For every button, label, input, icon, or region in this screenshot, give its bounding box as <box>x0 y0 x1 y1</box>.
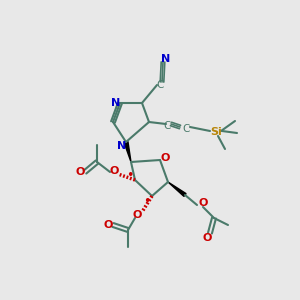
Text: O: O <box>132 210 142 220</box>
Text: •: • <box>143 194 151 208</box>
Text: O: O <box>198 198 208 208</box>
Text: O: O <box>109 166 119 176</box>
Text: N: N <box>161 54 171 64</box>
Text: C: C <box>182 124 190 134</box>
Text: O: O <box>103 220 113 230</box>
Text: N: N <box>117 141 127 151</box>
Text: O: O <box>75 167 85 177</box>
Polygon shape <box>168 182 186 196</box>
Text: O: O <box>160 153 170 163</box>
Text: •: • <box>126 169 134 182</box>
Text: Si: Si <box>210 127 222 137</box>
Text: N: N <box>111 98 121 108</box>
Polygon shape <box>124 142 131 162</box>
Text: O: O <box>202 233 212 243</box>
Text: C: C <box>163 121 171 131</box>
Text: C: C <box>156 80 164 90</box>
